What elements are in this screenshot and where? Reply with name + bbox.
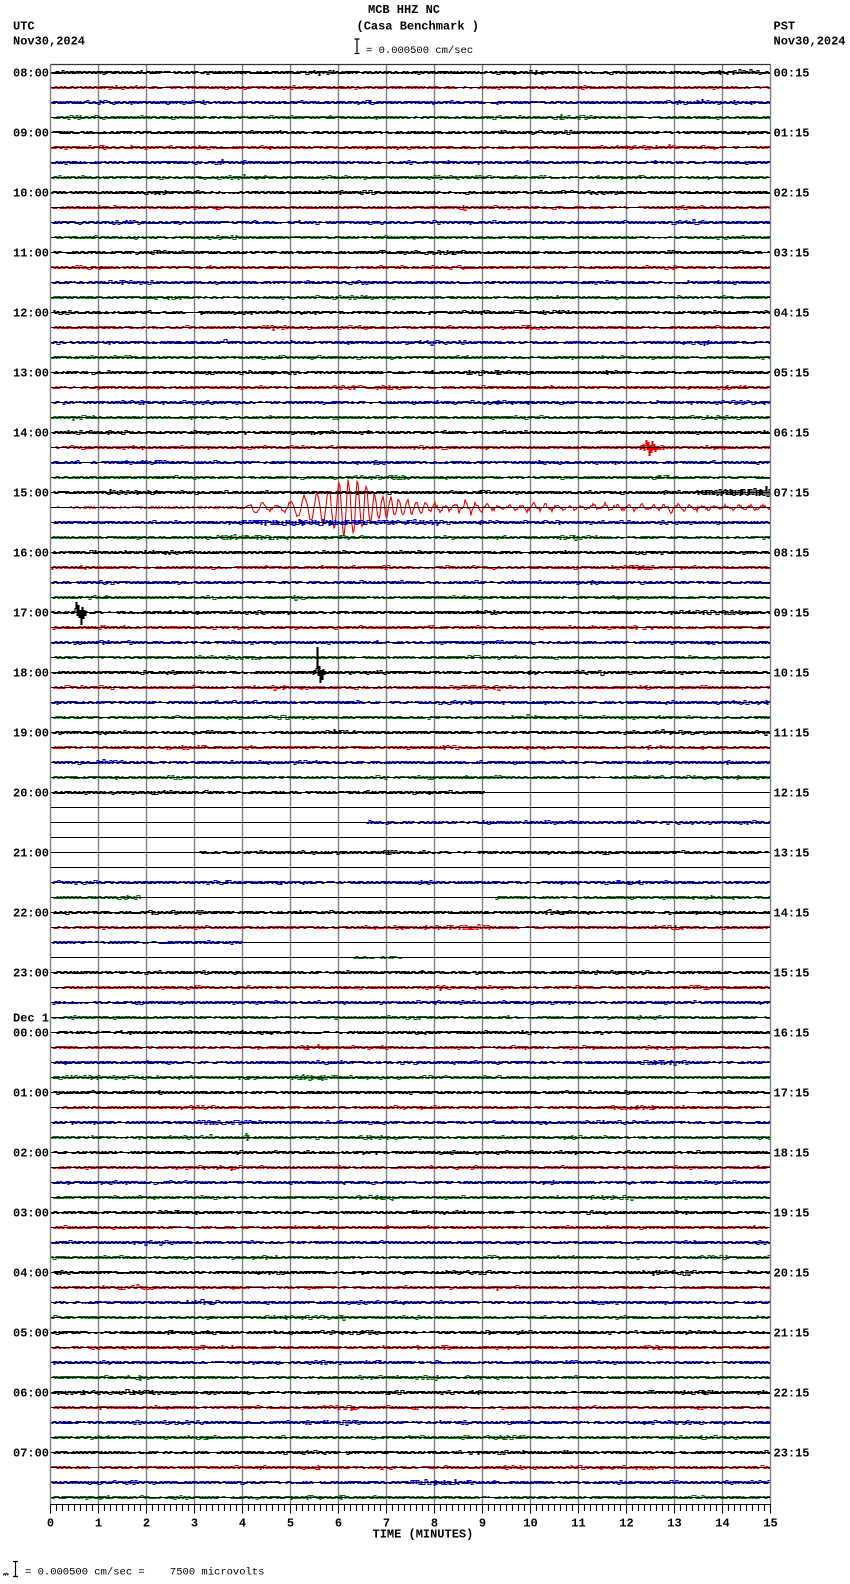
svg-text:00:00: 00:00 — [13, 1027, 49, 1041]
svg-text:22:15: 22:15 — [774, 1387, 810, 1401]
svg-text:00:15: 00:15 — [774, 67, 810, 81]
svg-text:12:15: 12:15 — [774, 787, 810, 801]
svg-text:17:00: 17:00 — [13, 607, 49, 621]
svg-text:3: 3 — [191, 1517, 198, 1531]
svg-text:09:15: 09:15 — [774, 607, 810, 621]
svg-text:8: 8 — [431, 1517, 438, 1531]
svg-text:02:00: 02:00 — [13, 1147, 49, 1161]
svg-text:18:00: 18:00 — [13, 667, 49, 681]
svg-text:08:00: 08:00 — [13, 67, 49, 81]
svg-text:12:00: 12:00 — [13, 307, 49, 321]
svg-text:Nov30,2024: Nov30,2024 — [774, 35, 846, 49]
svg-text:20:15: 20:15 — [774, 1267, 810, 1281]
svg-text:13:15: 13:15 — [774, 847, 810, 861]
svg-text:0: 0 — [47, 1517, 54, 1531]
svg-text:04:00: 04:00 — [13, 1267, 49, 1281]
svg-text:= 0.000500 cm/sec: = 0.000500 cm/sec — [366, 45, 473, 57]
svg-text:06:00: 06:00 — [13, 1387, 49, 1401]
svg-text:13: 13 — [667, 1517, 681, 1531]
svg-text:6: 6 — [335, 1517, 342, 1531]
svg-text:Nov30,2024: Nov30,2024 — [13, 35, 85, 49]
svg-text:14:00: 14:00 — [13, 427, 49, 441]
svg-text:10: 10 — [523, 1517, 537, 1531]
svg-text:21:15: 21:15 — [774, 1327, 810, 1341]
svg-text:07:00: 07:00 — [13, 1447, 49, 1461]
svg-text:04:15: 04:15 — [774, 307, 810, 321]
svg-text:10:00: 10:00 — [13, 187, 49, 201]
svg-text:07:15: 07:15 — [774, 487, 810, 501]
svg-text:03:15: 03:15 — [774, 247, 810, 261]
svg-text:23:15: 23:15 — [774, 1447, 810, 1461]
svg-text:PST: PST — [774, 20, 796, 34]
svg-text:(Casa Benchmark ): (Casa Benchmark ) — [357, 20, 479, 34]
svg-text:4: 4 — [239, 1517, 246, 1531]
svg-text:13:00: 13:00 — [13, 367, 49, 381]
svg-text:02:15: 02:15 — [774, 187, 810, 201]
svg-text:2: 2 — [143, 1517, 150, 1531]
svg-text:03:00: 03:00 — [13, 1207, 49, 1221]
svg-text:19:15: 19:15 — [774, 1207, 810, 1221]
svg-text:11:15: 11:15 — [774, 727, 810, 741]
svg-text:21:00: 21:00 — [13, 847, 49, 861]
svg-text:15:00: 15:00 — [13, 487, 49, 501]
svg-text:19:00: 19:00 — [13, 727, 49, 741]
svg-text:14: 14 — [715, 1517, 729, 1531]
svg-text:09:00: 09:00 — [13, 127, 49, 141]
svg-text:17:15: 17:15 — [774, 1087, 810, 1101]
svg-text:12: 12 — [619, 1517, 633, 1531]
svg-text:08:15: 08:15 — [774, 547, 810, 561]
svg-text:15:15: 15:15 — [774, 967, 810, 981]
svg-text:23:00: 23:00 — [13, 967, 49, 981]
svg-text:11: 11 — [571, 1517, 585, 1531]
svg-text:9: 9 — [479, 1517, 486, 1531]
svg-text:05:15: 05:15 — [774, 367, 810, 381]
svg-text:20:00: 20:00 — [13, 787, 49, 801]
svg-text:14:15: 14:15 — [774, 907, 810, 921]
svg-text:Dec 1: Dec 1 — [13, 1012, 49, 1026]
svg-text:22:00: 22:00 — [13, 907, 49, 921]
svg-text:1: 1 — [95, 1517, 102, 1531]
svg-text:01:15: 01:15 — [774, 127, 810, 141]
svg-text:TIME (MINUTES): TIME (MINUTES) — [373, 1528, 474, 1542]
svg-text:06:15: 06:15 — [774, 427, 810, 441]
svg-text:15: 15 — [763, 1517, 777, 1531]
svg-text:01:00: 01:00 — [13, 1087, 49, 1101]
svg-text:05:00: 05:00 — [13, 1327, 49, 1341]
svg-text:5: 5 — [287, 1517, 294, 1531]
svg-text:16:00: 16:00 — [13, 547, 49, 561]
svg-text:16:15: 16:15 — [774, 1027, 810, 1041]
svg-text:10:15: 10:15 — [774, 667, 810, 681]
svg-text:= 0.000500 cm/sec = 7500 mi: = 0.000500 cm/sec = 7500 microvolts — [25, 1567, 264, 1579]
svg-text:MCB HHZ NC: MCB HHZ NC — [368, 3, 440, 17]
svg-text:7: 7 — [383, 1517, 390, 1531]
svg-text:UTC: UTC — [13, 20, 35, 34]
svg-text:11:00: 11:00 — [13, 247, 49, 261]
svg-text:18:15: 18:15 — [774, 1147, 810, 1161]
